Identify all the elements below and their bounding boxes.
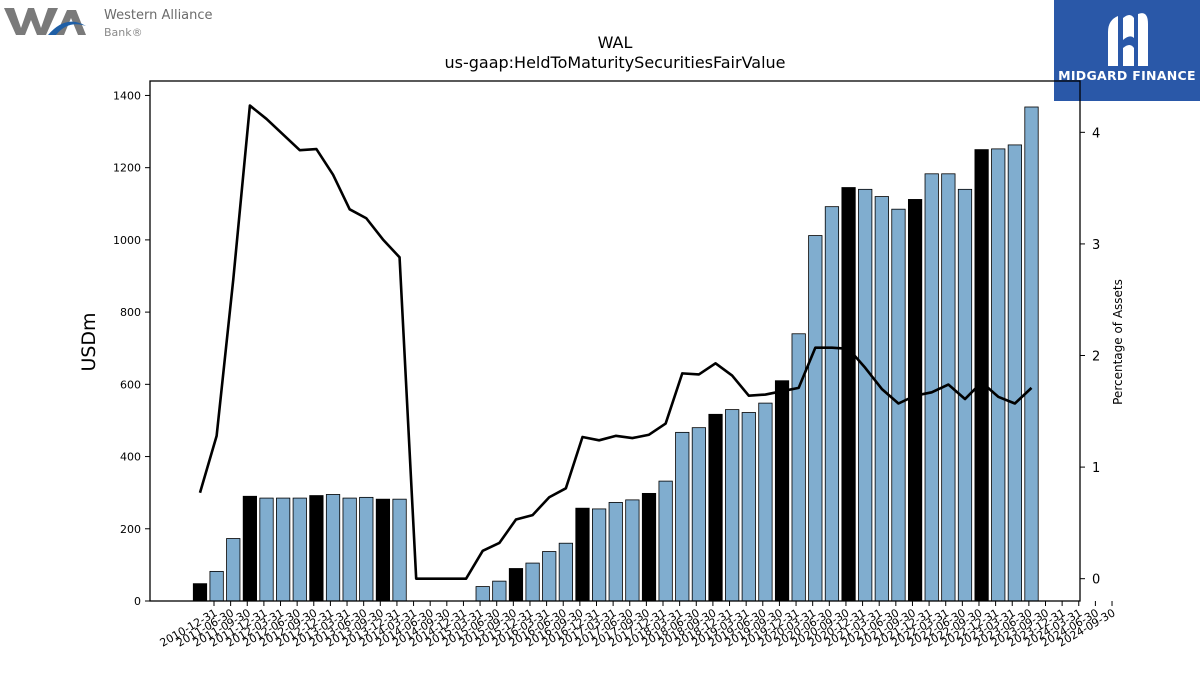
y-tick-label: 1000	[113, 234, 141, 247]
chart-title: WAL	[598, 33, 633, 52]
bar	[558, 542, 573, 602]
bar	[974, 149, 989, 602]
bar	[242, 495, 257, 602]
y-axis-label: USDm	[78, 312, 100, 371]
midgard-finance-wordmark: MIDGARD FINANCE	[1058, 68, 1196, 83]
bar	[858, 188, 873, 602]
bar	[907, 199, 923, 602]
percentage-line	[198, 104, 1033, 580]
bar	[874, 196, 889, 602]
y-tick-label: 800	[120, 306, 141, 319]
y2-axis-label: Percentage of Assets	[1111, 279, 1125, 405]
y2-tick-label: 4	[1092, 126, 1100, 141]
y-tick-label: 0	[134, 595, 141, 608]
bar	[508, 568, 524, 602]
y-tick-label: 600	[120, 378, 141, 391]
y2-tick-label: 1	[1092, 461, 1100, 476]
bar	[691, 427, 707, 602]
y-axis-right: 0 1 2 3 4	[1080, 126, 1100, 588]
bar	[725, 409, 740, 602]
bar	[392, 498, 407, 602]
bar	[675, 431, 690, 602]
y-tick-label: 1200	[113, 162, 141, 175]
wa-logo-icon	[4, 8, 86, 35]
bar	[758, 402, 773, 602]
bar	[625, 499, 640, 602]
bar	[226, 538, 241, 602]
bar	[1024, 106, 1039, 602]
bar	[824, 206, 840, 602]
bar	[209, 570, 224, 602]
y-tick-label: 200	[120, 523, 141, 536]
bar	[841, 187, 856, 602]
bar	[375, 498, 391, 602]
x-axis: 2010-12-312011-06-302011-09-302011-12-31…	[158, 601, 1118, 650]
bar	[708, 413, 723, 602]
midgard-emblem-icon	[1108, 13, 1148, 66]
bar	[641, 492, 657, 602]
y-axis-left: 0 200 400 600 800 1000 1200 1400	[113, 89, 150, 608]
bar	[342, 497, 357, 602]
y2-tick-label: 2	[1092, 350, 1100, 365]
bar	[325, 494, 341, 602]
bar	[575, 507, 590, 602]
bar	[924, 173, 939, 602]
midgard-finance-logo: MIDGARD FINANCE	[1054, 0, 1200, 101]
bar	[991, 148, 1006, 602]
bar	[359, 496, 374, 602]
western-alliance-wordmark: Western Alliance Bank®	[104, 8, 213, 39]
plot-frame	[149, 80, 1081, 602]
bar	[1007, 144, 1022, 602]
bar	[741, 412, 756, 602]
bar	[808, 235, 823, 602]
bar	[475, 586, 490, 602]
bar	[542, 551, 557, 602]
bar	[525, 562, 540, 602]
bar	[309, 495, 324, 602]
bar	[292, 497, 307, 602]
y-tick-label: 400	[120, 451, 141, 464]
western-alliance-logo: Western Alliance Bank®	[4, 4, 244, 40]
bar	[658, 480, 673, 602]
bar	[592, 508, 607, 602]
y2-tick-label: 0	[1092, 573, 1100, 588]
chart-subtitle: us-gaap:HeldToMaturitySecuritiesFairValu…	[444, 53, 785, 72]
bar	[492, 580, 507, 602]
bar	[774, 380, 790, 602]
bar	[891, 208, 906, 602]
bar-series	[192, 106, 1039, 602]
y-tick-label: 1400	[113, 89, 141, 102]
bar	[276, 497, 291, 602]
bar	[608, 502, 623, 602]
bar	[259, 497, 274, 602]
bar	[192, 583, 208, 602]
y2-tick-label: 3	[1092, 238, 1100, 253]
